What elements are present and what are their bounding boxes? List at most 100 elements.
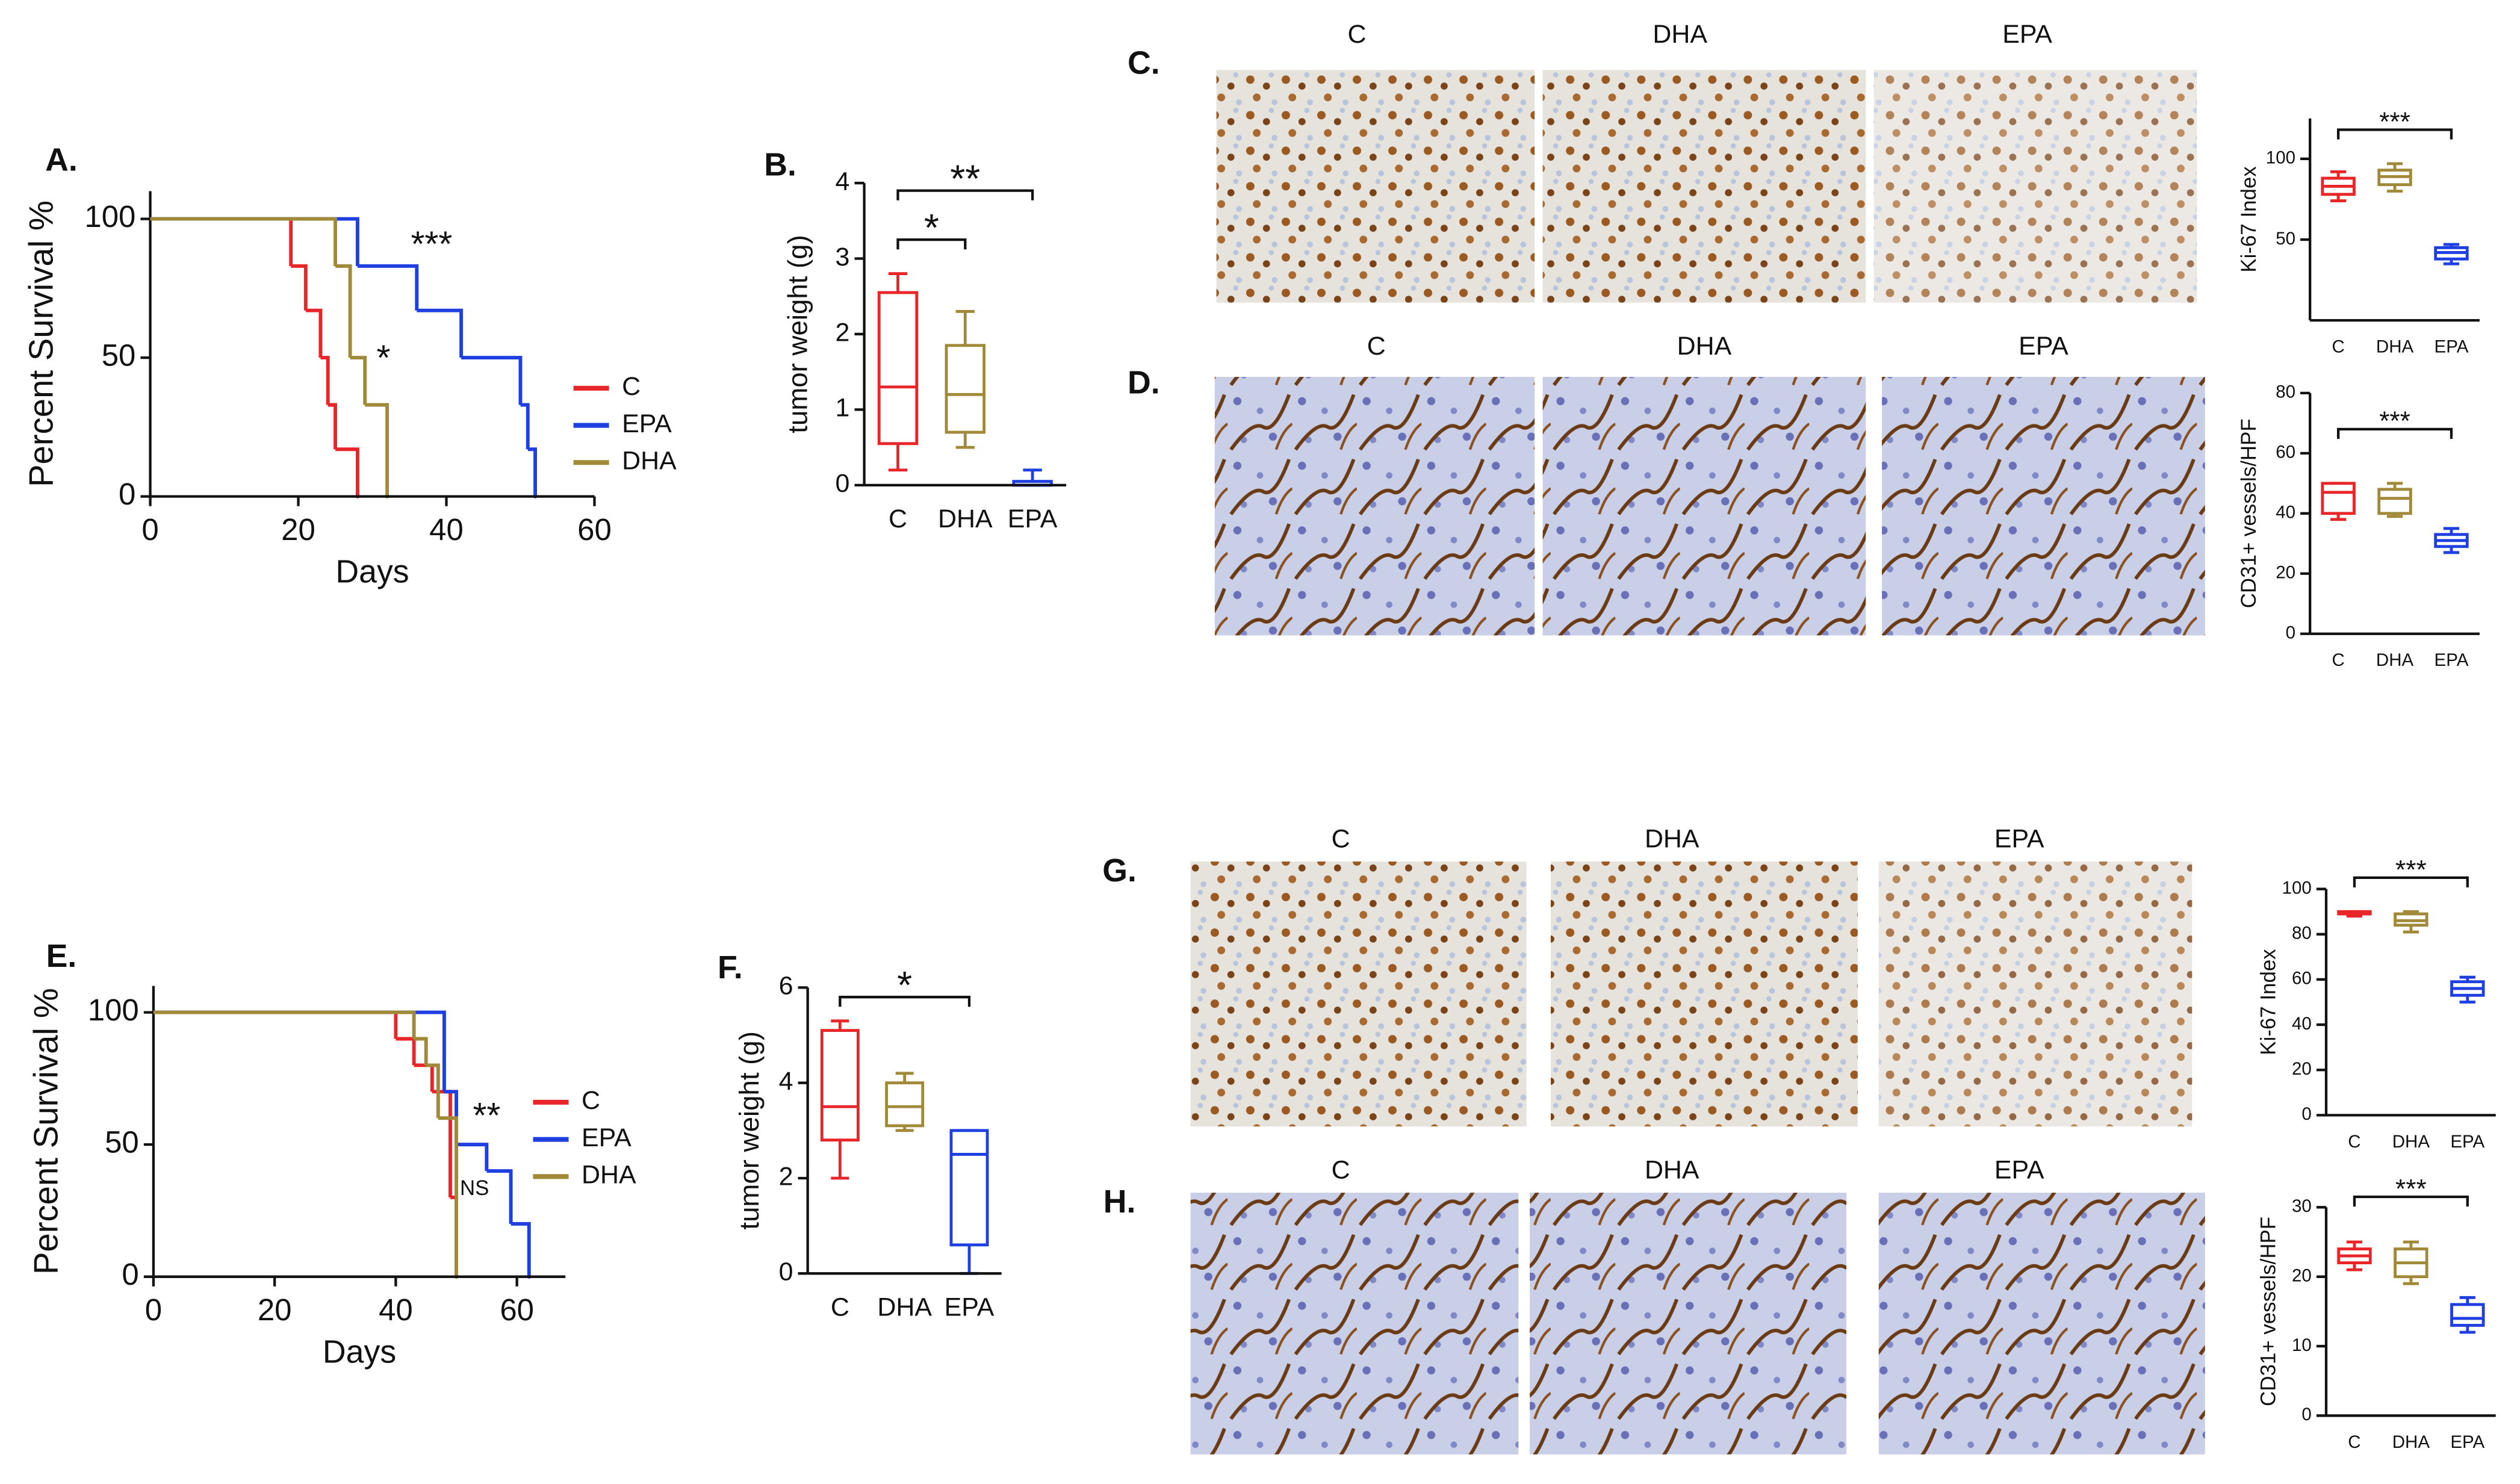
- survival-step: [414, 1037, 428, 1066]
- y-tick-label: 2: [836, 318, 850, 347]
- y-tick-label: 6: [779, 972, 793, 1001]
- y-axis-title: Ki-67 Index: [2256, 949, 2280, 1055]
- x-tick-label: C: [889, 504, 907, 533]
- survival-step: [305, 308, 323, 358]
- y-tick-label: 1: [836, 394, 850, 423]
- significance-bracket: [839, 996, 971, 1007]
- y-axis-title: tumor weight (g): [734, 1031, 765, 1230]
- annotation: ***: [411, 224, 452, 264]
- y-tick-label: 100: [84, 199, 135, 234]
- significance-bracket: [896, 189, 1034, 200]
- legend-label: EPA: [582, 1123, 632, 1152]
- y-tick-label: 2: [779, 1162, 793, 1191]
- y-tick-label: 0: [2286, 623, 2295, 643]
- legend-label: C: [622, 372, 641, 401]
- box: [820, 1029, 860, 1142]
- panel-label: G.: [1102, 852, 1137, 889]
- column-title: DHA: [1677, 332, 1732, 361]
- y-tick-label: 30: [2292, 1196, 2312, 1216]
- survival-step: [291, 264, 308, 311]
- y-tick-label: 100: [88, 993, 139, 1027]
- y-tick-label: 20: [2292, 1265, 2312, 1285]
- y-tick-label: 40: [2276, 503, 2295, 523]
- y-tick-label: 80: [2292, 924, 2312, 943]
- significance-bracket: [896, 238, 967, 250]
- x-tick-label: 60: [500, 1293, 534, 1327]
- micrograph: [1873, 70, 2197, 303]
- y-tick-label: 100: [2282, 878, 2312, 898]
- panel-label: A.: [45, 141, 78, 178]
- survival-step: [438, 1116, 458, 1277]
- significance-label: ***: [2395, 855, 2427, 884]
- x-tick-label: 0: [141, 512, 158, 547]
- panel-label: E.: [46, 938, 77, 974]
- significance-label: ***: [2379, 107, 2410, 137]
- survival-step: [150, 217, 337, 266]
- survival-step: [150, 217, 293, 266]
- y-tick-label: 10: [2292, 1335, 2312, 1355]
- survival-step: [150, 217, 359, 266]
- box: [949, 1129, 989, 1247]
- legend-label: EPA: [622, 409, 672, 438]
- y-axis-title: CD31+ vessels/HPF: [2256, 1217, 2280, 1406]
- y-axis-title: Ki-67 Index: [2237, 166, 2261, 273]
- column-title: DHA: [1645, 825, 1699, 854]
- panel-label: D.: [1128, 365, 1160, 401]
- survival-step: [365, 403, 389, 497]
- x-tick-label: 0: [145, 1293, 162, 1327]
- y-tick-label: 20: [2292, 1059, 2312, 1079]
- micrograph: [1542, 377, 1866, 636]
- annotation: *: [376, 338, 390, 377]
- x-axis-title: Days: [335, 554, 409, 590]
- box: [885, 1081, 925, 1128]
- micrographs: [1190, 70, 2205, 1455]
- x-tick-label: C: [2348, 1432, 2360, 1452]
- survival-step: [456, 1143, 489, 1172]
- column-title: EPA: [2002, 20, 2052, 49]
- micrograph: [1542, 70, 1866, 303]
- y-tick-label: 0: [2301, 1104, 2311, 1124]
- survival-step: [350, 356, 367, 405]
- x-tick-label: C: [2332, 337, 2344, 357]
- panel-label: B.: [764, 146, 796, 182]
- survival-step: [357, 264, 419, 311]
- survival-step: [520, 403, 530, 450]
- x-tick-label: DHA: [2376, 337, 2414, 357]
- y-tick-label: 80: [2276, 382, 2295, 402]
- panel-label: F.: [718, 949, 743, 986]
- y-tick-label: 0: [836, 469, 850, 498]
- significance-label: ***: [2379, 406, 2410, 436]
- significance-bracket: [2336, 128, 2453, 140]
- annotation: NS: [460, 1176, 489, 1200]
- box: [2377, 488, 2412, 515]
- survival-step: [153, 1010, 398, 1039]
- significance-bracket: [2353, 1195, 2469, 1207]
- y-tick-label: 50: [2276, 229, 2295, 249]
- micrograph: [1551, 862, 1858, 1127]
- x-tick-label: EPA: [2435, 650, 2469, 670]
- y-tick-label: 4: [836, 167, 850, 196]
- y-tick-label: 50: [102, 338, 136, 373]
- x-tick-label: DHA: [938, 504, 993, 533]
- x-tick-label: 40: [429, 512, 464, 547]
- column-title: C: [1367, 332, 1386, 361]
- column-title: DHA: [1653, 20, 1707, 49]
- y-axis-title: CD31+ vessels/HPF: [2237, 418, 2261, 608]
- micrograph: [1882, 377, 2205, 636]
- box: [2321, 482, 2356, 515]
- y-tick-label: 0: [119, 477, 135, 511]
- box: [2450, 1303, 2485, 1327]
- survival-step: [153, 1010, 446, 1092]
- survival-step: [327, 403, 337, 450]
- micrograph: [1216, 70, 1535, 303]
- x-tick-label: EPA: [1008, 504, 1058, 533]
- survival-step: [396, 1037, 416, 1066]
- micrograph: [1530, 1193, 1847, 1455]
- micrograph: [1190, 862, 1527, 1127]
- micrograph: [1214, 377, 1535, 636]
- column-title: C: [1332, 825, 1350, 854]
- x-tick-label: 20: [281, 512, 315, 547]
- x-tick-label: DHA: [2392, 1132, 2430, 1152]
- survival-step: [432, 1090, 452, 1197]
